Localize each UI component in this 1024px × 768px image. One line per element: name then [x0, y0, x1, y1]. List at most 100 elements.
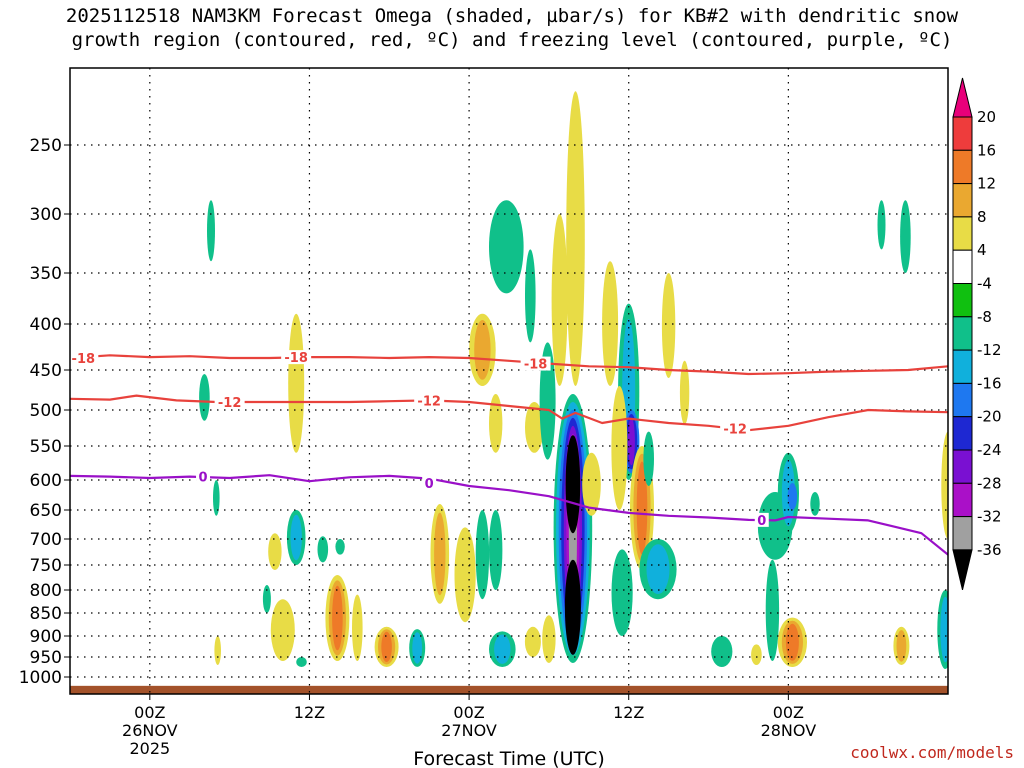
- omega-cell: [381, 631, 392, 663]
- contour-label: -18: [72, 352, 96, 367]
- omega-cell: [785, 623, 799, 661]
- omega-cell: [566, 91, 585, 386]
- contour-line: [70, 354, 948, 376]
- contour-label: 0: [757, 514, 766, 529]
- omega-cell: [288, 313, 305, 453]
- x-tick-date: 28NOV: [761, 721, 817, 740]
- omega-cell: [296, 657, 307, 667]
- omega-cell: [434, 512, 446, 596]
- omega-cell: [751, 644, 762, 665]
- colorbar-tick-label: -8: [977, 308, 992, 326]
- terrain: [70, 685, 948, 694]
- contour-label-bg: [414, 393, 445, 408]
- credit-text: coolwx.com/models: [850, 743, 1014, 762]
- omega-cell: [627, 417, 635, 466]
- chart-title-line-1: 2025112518 NAM3KM Forecast Omega (shaded…: [65, 5, 959, 27]
- y-tick-label: 500: [30, 401, 62, 421]
- contour-label: 0: [425, 477, 434, 492]
- colorbar-swatch: [952, 316, 973, 351]
- omega-cell: [317, 536, 329, 563]
- colorbar-tick-label: -24: [977, 441, 1002, 459]
- contour-label-bg: [720, 421, 751, 436]
- colorbar-tick-label: 12: [977, 175, 996, 193]
- omega-cell: [524, 626, 541, 658]
- x-tick-date: 27NOV: [441, 721, 497, 740]
- omega-cell: [262, 585, 271, 613]
- omega-cell: [564, 559, 581, 655]
- omega-cell: [711, 636, 733, 667]
- omega-cell: [611, 386, 628, 510]
- y-tick-label: 300: [30, 205, 62, 225]
- omega-cell: [352, 594, 363, 661]
- omega-cell: [582, 452, 601, 516]
- omega-cell: [900, 200, 911, 273]
- x-tick-label: 00Z: [773, 703, 804, 722]
- contour-label-bg: [70, 351, 99, 366]
- colorbar-tick-label: 16: [977, 141, 996, 159]
- omega-cell: [565, 435, 581, 534]
- x-tick-label: 00Z: [453, 703, 484, 722]
- contour-label: -12: [723, 423, 747, 438]
- omega-cell: [412, 632, 423, 664]
- omega-cell: [551, 214, 568, 386]
- x-tick-label: 12Z: [294, 703, 325, 722]
- colorbar-arrow-top: [952, 77, 973, 118]
- omega-cell: [290, 514, 302, 561]
- colorbar-swatch: [952, 482, 973, 518]
- colorbar-tick-label: -28: [977, 474, 1002, 492]
- y-tick-label: 950: [30, 648, 62, 668]
- omega-cell: [489, 200, 524, 294]
- colorbar-swatch: [952, 149, 973, 185]
- colorbar-swatch: [952, 382, 973, 418]
- omega-cell: [611, 549, 633, 636]
- y-tick-label: 400: [30, 315, 62, 335]
- y-tick-label: 750: [30, 556, 62, 576]
- colorbar-swatch: [952, 416, 973, 451]
- omega-cell: [214, 636, 221, 665]
- omega-cell: [525, 249, 536, 343]
- omega-cell: [646, 544, 670, 594]
- omega-cell: [941, 431, 948, 539]
- omega-cell: [643, 431, 654, 486]
- omega-cell: [270, 599, 295, 661]
- omega-cell: [268, 533, 282, 570]
- omega-cell: [332, 585, 343, 651]
- contour-label-bg: [520, 356, 551, 371]
- colorbar-tick-label: -32: [977, 508, 1002, 526]
- colorbar-swatch: [952, 249, 973, 284]
- y-tick-label: 250: [30, 136, 62, 156]
- contour-label: -18: [284, 351, 308, 366]
- y-axis: 250 300 350 400 450 500 550 600 650 700 750 800 850 9…: [19, 136, 70, 688]
- omega-cell: [199, 374, 210, 421]
- colorbar: 20 16 12 8 4 -4 -8 -12 -16 -20 -24 -28 -32 -36: [952, 77, 1002, 591]
- contour-label-bg: [214, 395, 245, 409]
- colorbar-tick-label: -12: [977, 341, 1002, 359]
- y-tick-label: 450: [30, 361, 62, 381]
- credit-link[interactable]: coolwx.com/models: [850, 743, 1014, 762]
- colorbar-swatch: [952, 183, 973, 218]
- omega-cell: [494, 634, 511, 664]
- colorbar-swatch: [952, 449, 973, 484]
- omega-cell: [896, 630, 907, 662]
- contour-label: -12: [417, 394, 441, 409]
- omega-cell: [489, 510, 503, 590]
- y-tick-label: 1000: [19, 668, 62, 688]
- colorbar-swatch: [952, 216, 973, 251]
- colorbar-tick-label: 8: [977, 208, 987, 226]
- x-tick-label: 00Z: [134, 703, 165, 722]
- y-tick-label: 550: [30, 437, 62, 457]
- contour-label-bg: [422, 476, 437, 490]
- y-tick-label: 800: [30, 581, 62, 601]
- omega-cell: [787, 483, 798, 510]
- contour-label: 0: [199, 471, 208, 486]
- colorbar-tick-label: -20: [977, 408, 1002, 426]
- colorbar-arrow-bottom: [952, 549, 973, 591]
- contour-label-bg: [754, 512, 769, 527]
- colorbar-swatch: [952, 516, 973, 551]
- omega-cell: [454, 527, 476, 623]
- omega-cell: [335, 539, 345, 555]
- y-tick-label: 900: [30, 627, 62, 647]
- omega-cell: [475, 509, 490, 600]
